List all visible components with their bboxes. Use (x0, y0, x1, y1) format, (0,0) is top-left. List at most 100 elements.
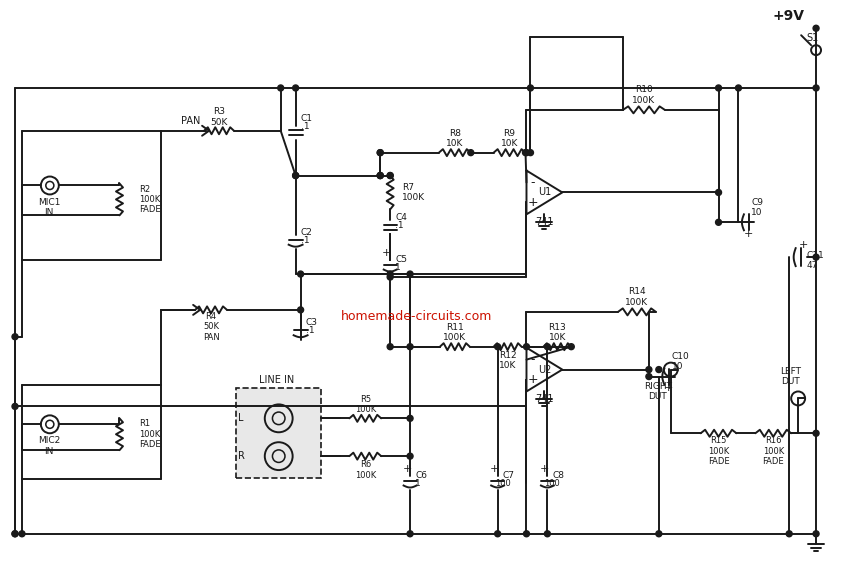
Text: RIGHT
DUT: RIGHT DUT (644, 382, 672, 401)
Circle shape (387, 172, 393, 179)
Circle shape (495, 344, 501, 350)
Circle shape (277, 85, 283, 91)
Text: +: + (527, 196, 538, 209)
Text: U1: U1 (538, 188, 551, 197)
Text: R5
100K: R5 100K (354, 395, 376, 414)
Circle shape (813, 531, 819, 537)
Text: R: R (238, 451, 244, 461)
Text: +: + (403, 464, 412, 474)
Text: S1: S1 (806, 33, 818, 43)
Circle shape (716, 85, 722, 91)
Text: R2
100K
FADE: R2 100K FADE (140, 184, 161, 214)
Text: +: + (540, 464, 549, 474)
Text: MIC1
IN: MIC1 IN (38, 198, 60, 217)
Text: 741: 741 (536, 395, 553, 404)
Circle shape (716, 219, 722, 225)
Circle shape (407, 453, 413, 459)
Text: R9
10K: R9 10K (501, 129, 519, 149)
Circle shape (735, 85, 741, 91)
Text: +: + (799, 240, 808, 250)
Circle shape (645, 374, 652, 379)
Circle shape (407, 531, 413, 537)
Text: 1: 1 (395, 263, 401, 272)
Circle shape (569, 344, 574, 350)
Text: C5: C5 (395, 255, 407, 264)
Text: -: - (530, 353, 535, 366)
Text: C3: C3 (305, 318, 317, 327)
Text: 741: 741 (536, 217, 553, 227)
Text: R3
50K: R3 50K (211, 107, 228, 126)
Text: R15
100K
FADE: R15 100K FADE (708, 436, 729, 466)
Text: 100: 100 (545, 479, 560, 488)
Text: .1: .1 (300, 122, 310, 132)
Text: R6
100K: R6 100K (354, 460, 376, 480)
Text: +: + (527, 373, 538, 386)
Circle shape (12, 334, 18, 340)
Circle shape (813, 85, 819, 91)
Text: +: + (490, 464, 499, 474)
Text: .1: .1 (395, 221, 404, 230)
Circle shape (387, 172, 393, 179)
Text: +: + (664, 383, 673, 393)
Text: L: L (238, 413, 244, 424)
Text: 1: 1 (415, 479, 420, 488)
Text: +9V: +9V (772, 9, 805, 23)
Circle shape (524, 344, 530, 350)
Circle shape (656, 531, 662, 537)
Circle shape (12, 403, 18, 409)
Circle shape (377, 172, 383, 179)
Circle shape (786, 531, 792, 537)
Text: R10
100K: R10 100K (632, 85, 656, 105)
Circle shape (298, 307, 304, 313)
Circle shape (716, 189, 722, 196)
Circle shape (645, 367, 652, 373)
Circle shape (813, 430, 819, 436)
Text: R1
100K
FADE: R1 100K FADE (140, 420, 161, 449)
Text: C2: C2 (300, 228, 312, 237)
Text: +: + (382, 248, 391, 258)
Circle shape (545, 531, 551, 537)
Text: 100: 100 (495, 479, 510, 488)
Circle shape (298, 271, 304, 277)
Circle shape (523, 150, 529, 155)
Text: C1: C1 (300, 115, 313, 123)
Circle shape (407, 416, 413, 421)
Circle shape (377, 150, 383, 155)
Circle shape (407, 344, 413, 350)
Circle shape (377, 150, 383, 155)
Circle shape (813, 26, 819, 31)
Text: C4: C4 (395, 213, 407, 222)
Text: R16
100K
FADE: R16 100K FADE (762, 436, 784, 466)
Circle shape (12, 531, 18, 537)
Circle shape (387, 344, 393, 350)
Text: 47: 47 (806, 261, 817, 269)
Text: R8
10K: R8 10K (446, 129, 464, 149)
Circle shape (524, 531, 530, 537)
Text: .1: .1 (300, 236, 310, 245)
Text: LINE IN: LINE IN (259, 375, 294, 384)
Circle shape (813, 254, 819, 260)
Text: LEFT
DUT: LEFT DUT (780, 367, 800, 386)
Circle shape (293, 85, 299, 91)
Text: R13
10K: R13 10K (548, 323, 566, 342)
Text: R14
100K: R14 100K (625, 287, 649, 307)
Text: homemade-circuits.com: homemade-circuits.com (340, 310, 492, 323)
Text: U2: U2 (538, 365, 551, 375)
Text: PAN: PAN (181, 116, 201, 126)
Circle shape (468, 150, 474, 155)
Text: C11: C11 (806, 251, 824, 260)
Circle shape (377, 172, 383, 179)
Text: +: + (744, 229, 753, 239)
Text: -: - (530, 176, 535, 189)
Circle shape (528, 150, 534, 155)
Text: R7
100K: R7 100K (402, 183, 426, 202)
Text: R4
50K
PAN: R4 50K PAN (203, 312, 219, 342)
Text: C10
10: C10 10 (672, 352, 689, 371)
Text: R11
100K: R11 100K (443, 323, 466, 342)
Text: C7: C7 (503, 471, 514, 480)
Circle shape (524, 150, 530, 155)
Text: C8: C8 (552, 471, 564, 480)
Circle shape (495, 531, 501, 537)
FancyBboxPatch shape (236, 388, 321, 478)
Text: MIC2
IN: MIC2 IN (38, 437, 60, 456)
